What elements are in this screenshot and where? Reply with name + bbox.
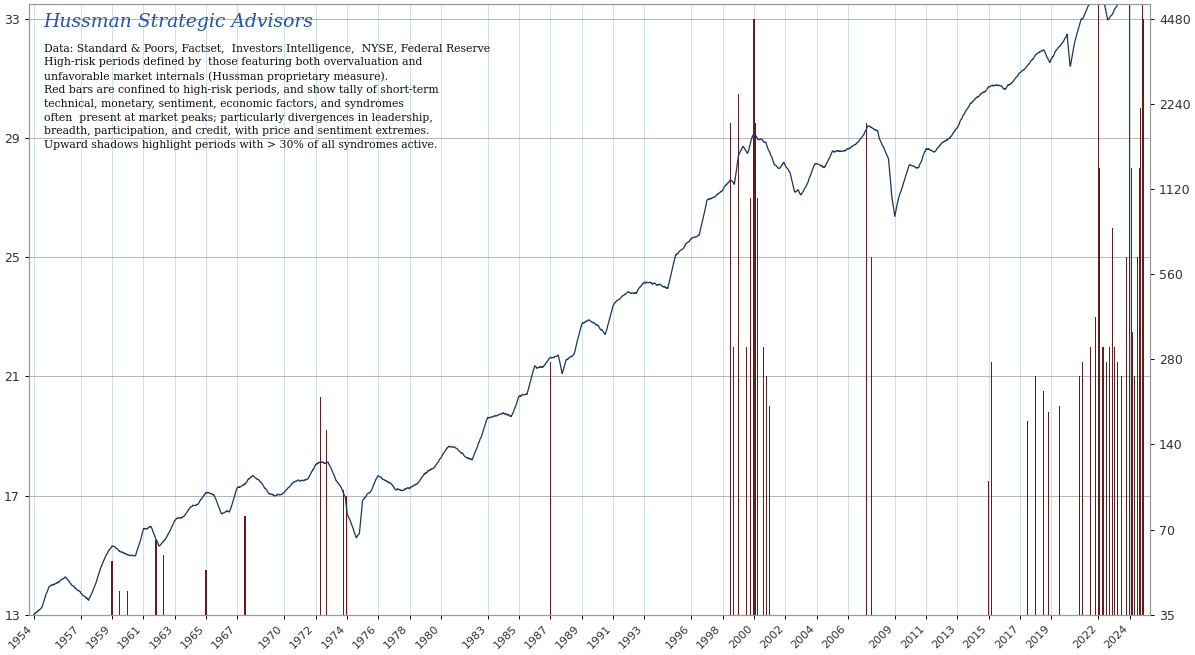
Bar — [319, 398, 321, 614]
Bar — [1140, 108, 1141, 614]
Bar — [1097, 4, 1099, 614]
Bar — [737, 94, 739, 614]
Bar — [1095, 317, 1096, 614]
Bar — [1129, 4, 1130, 614]
Bar — [750, 198, 752, 614]
Bar — [1111, 227, 1113, 614]
Bar — [730, 123, 731, 614]
Bar — [753, 19, 755, 614]
Bar — [155, 540, 157, 614]
Bar — [1126, 257, 1127, 614]
Bar — [206, 570, 207, 614]
Bar — [1103, 346, 1104, 614]
Bar — [245, 516, 246, 614]
Text: Hussman Strategic Advisors: Hussman Strategic Advisors — [44, 13, 313, 31]
Bar — [1132, 331, 1134, 614]
Bar — [111, 561, 114, 614]
Text: Data: Standard & Poors, Factset,  Investors Intelligence,  NYSE, Federal Reserve: Data: Standard & Poors, Factset, Investo… — [44, 44, 490, 150]
Bar — [1116, 362, 1117, 614]
Bar — [1141, 4, 1142, 614]
